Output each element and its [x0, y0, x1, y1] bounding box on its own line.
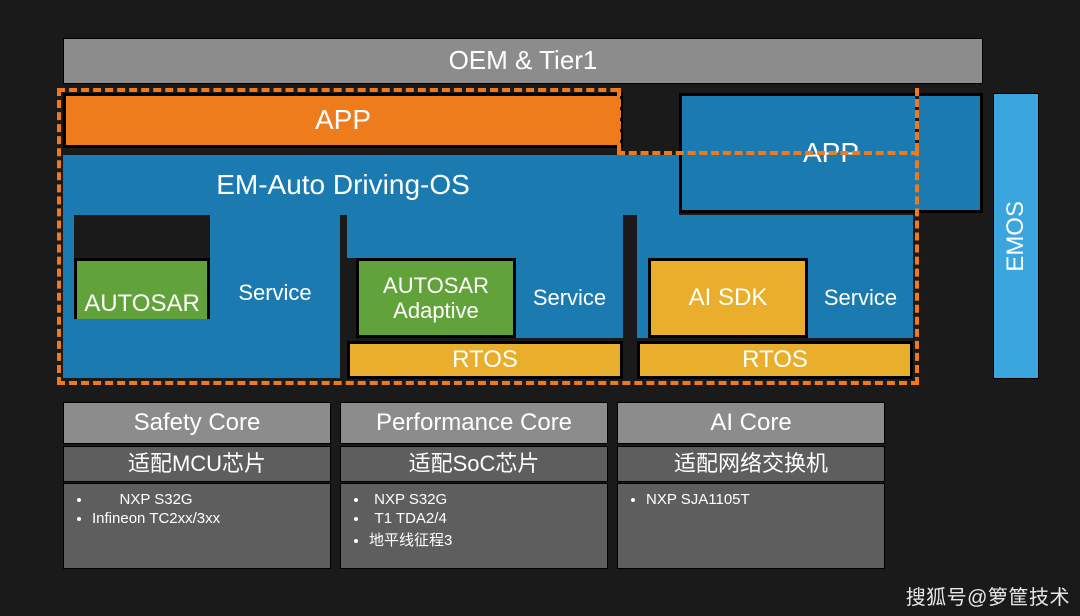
aiBody-item: NXP SJA1105T [646, 490, 750, 509]
perfBody-item: T1 TDA2/4 [369, 509, 452, 528]
perfBody-list: NXP S32GT1 TDA2/4地平线征程3 [341, 484, 458, 557]
aAdapt-label: AUTOSAR Adaptive [383, 273, 489, 324]
app_l: APP [63, 93, 623, 148]
perfCore-label: Performance Core [376, 409, 572, 437]
aiBody-list: NXP SJA1105T [618, 484, 756, 515]
dashed-notch-left [617, 88, 621, 151]
svc2_t [347, 215, 623, 258]
aiBody: NXP SJA1105T [617, 483, 885, 569]
app_l-label: APP [315, 104, 371, 136]
svc3_t [637, 215, 913, 258]
watermark: 搜狐号@箩筐技术 [906, 581, 1070, 610]
safBody-list: NXP S32GInfineon TC2xx/3xx [64, 484, 226, 534]
safHdr: 适配MCU芯片 [63, 446, 331, 482]
aAdapt: AUTOSAR Adaptive [356, 258, 516, 338]
perfHdr: 适配SoC芯片 [340, 446, 608, 482]
em_os-label: EM-Auto Driving-OS [216, 169, 470, 201]
dashed-notch-right [915, 88, 919, 151]
em_os: EM-Auto Driving-OS [63, 155, 623, 215]
svc1: Service [210, 267, 340, 319]
svc3: Service [808, 258, 913, 338]
rtos2: RTOS [637, 341, 913, 379]
svc1_t [210, 215, 340, 267]
dashed-cover-top [617, 88, 919, 92]
safHdr-label: 适配MCU芯片 [128, 451, 266, 476]
dashed-notch-bottom [617, 151, 919, 155]
svc2-label: Service [533, 285, 606, 310]
perfBody-item: NXP S32G [369, 490, 452, 509]
svc1_l [63, 215, 74, 319]
svc2: Service [516, 258, 623, 338]
aiCore-label: AI Core [710, 409, 791, 437]
emos: EMOS [993, 93, 1039, 379]
emos-label: EMOS [1002, 201, 1030, 272]
oem-label: OEM & Tier1 [449, 46, 598, 76]
svc3_l [637, 258, 648, 338]
safBody-item: NXP S32G [92, 490, 220, 509]
aiCore: AI Core [617, 402, 885, 444]
oem: OEM & Tier1 [63, 38, 983, 84]
aiHdr: 适配网络交换机 [617, 446, 885, 482]
perfBody: NXP S32GT1 TDA2/4地平线征程3 [340, 483, 608, 569]
safBody-item: Infineon TC2xx/3xx [92, 509, 220, 528]
aisdk-label: AI SDK [689, 284, 768, 312]
safBody: NXP S32GInfineon TC2xx/3xx [63, 483, 331, 569]
safCore: Safety Core [63, 402, 331, 444]
perfBody-item: 地平线征程3 [369, 528, 452, 551]
svc1-label: Service [238, 280, 311, 305]
aisdk: AI SDK [648, 258, 808, 338]
perfCore: Performance Core [340, 402, 608, 444]
svc3-label: Service [824, 285, 897, 310]
rtos2-label: RTOS [742, 346, 808, 374]
svc1_b [63, 319, 340, 378]
rtos1-label: RTOS [452, 346, 518, 374]
em_fill [620, 155, 679, 215]
perfHdr-label: 适配SoC芯片 [409, 451, 540, 476]
rtos1: RTOS [347, 341, 623, 379]
aiHdr-label: 适配网络交换机 [674, 451, 828, 476]
safCore-label: Safety Core [134, 409, 261, 437]
